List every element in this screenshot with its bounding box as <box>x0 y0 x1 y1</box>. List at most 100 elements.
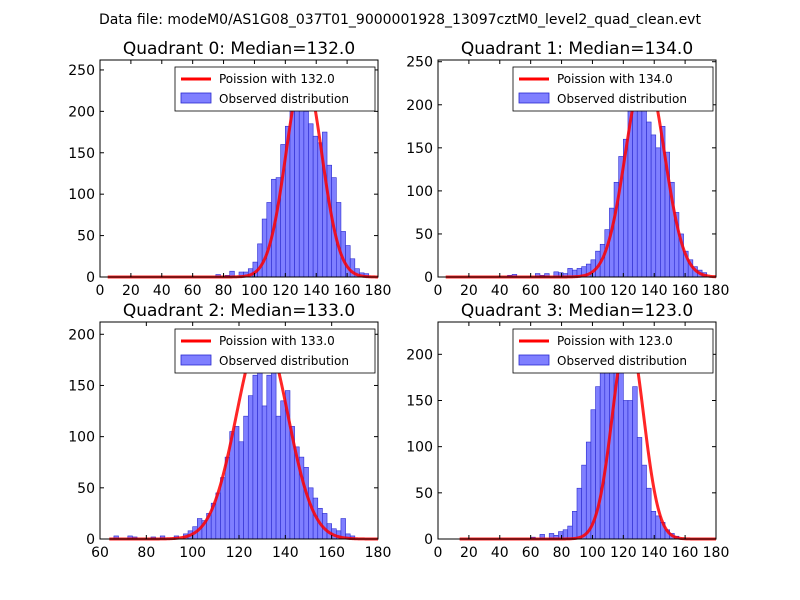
histogram-bar <box>294 90 300 278</box>
legend-bar-swatch <box>518 354 550 366</box>
histogram-bar <box>655 147 661 278</box>
x-tick-label: 180 <box>703 545 730 561</box>
y-tick-label: 150 <box>406 393 433 409</box>
x-tick-label: 0 <box>434 283 443 299</box>
x-tick-label: 20 <box>460 545 478 561</box>
legend-box <box>174 66 376 112</box>
histogram-bar <box>641 95 647 278</box>
histogram-bar <box>632 386 638 540</box>
y-tick-label: 200 <box>406 347 433 363</box>
x-tick-label: 60 <box>522 283 540 299</box>
legend-entry-poisson: Poission with 132.0 <box>219 72 335 86</box>
histogram-bar <box>238 441 244 540</box>
y-tick-label: 200 <box>406 98 433 114</box>
y-tick-label: 150 <box>406 141 433 157</box>
x-tick-label: 60 <box>91 545 109 561</box>
x-tick-label: 60 <box>184 283 202 299</box>
legend-entry-observed: Observed distribution <box>219 92 349 106</box>
x-tick-label: 120 <box>610 283 637 299</box>
legend-bar-swatch <box>180 92 212 104</box>
y-tick-label: 250 <box>68 63 95 79</box>
histogram-bar <box>326 164 332 278</box>
histogram-bar <box>345 245 351 278</box>
axes-frame <box>437 321 717 540</box>
histogram-bar <box>572 510 578 540</box>
histogram-bar <box>646 121 652 278</box>
legend: Poission with 132.0 Observed distribution <box>174 66 376 112</box>
x-tick-label: 160 <box>672 283 699 299</box>
x-tick-label: 160 <box>672 545 699 561</box>
legend-entry-poisson: Poission with 123.0 <box>557 334 673 348</box>
legend-entry-observed: Observed distribution <box>219 354 349 368</box>
x-tick-label: 80 <box>553 545 571 561</box>
y-tick-label: 250 <box>406 55 433 71</box>
panel-quadrant-1: 0 20 40 60 80 100 120 140 160 180050100150200250Q… <box>406 39 729 299</box>
x-tick-label: 100 <box>579 283 606 299</box>
x-tick-label: 160 <box>334 283 361 299</box>
legend-box <box>512 66 714 112</box>
panel-title: Quadrant 3: Median=123.0 <box>461 301 693 321</box>
y-tick-label: 200 <box>68 104 95 120</box>
legend: Poission with 133.0 Observed distribution <box>174 328 376 374</box>
histogram-bar <box>280 400 286 540</box>
y-tick-label: 50 <box>415 486 433 502</box>
x-tick-label: 120 <box>272 283 299 299</box>
x-tick-label: 140 <box>641 283 668 299</box>
panel-quadrant-2: 60 80 100 120 140 160 180 0 50 100 150 200 Quadrant … <box>68 301 391 561</box>
histogram-bar <box>650 134 657 278</box>
legend-entry-observed: Observed distribution <box>557 92 687 106</box>
panel-title: Quadrant 0: Median=132.0 <box>123 39 355 59</box>
figure-title: Data file: modeM0/AS1G08_037T01_90000019… <box>99 12 701 28</box>
y-tick-label: 150 <box>68 146 95 162</box>
histogram-bar <box>234 426 240 540</box>
legend-entry-poisson: Poission with 134.0 <box>557 72 673 86</box>
x-tick-label: 20 <box>122 283 140 299</box>
histogram-bar <box>275 415 282 540</box>
x-tick-label: 120 <box>226 545 253 561</box>
histogram-bar <box>636 437 643 540</box>
legend-bar-swatch <box>180 354 212 366</box>
x-tick-label: 20 <box>460 283 478 299</box>
x-tick-label: 60 <box>522 545 540 561</box>
histogram-bar <box>655 515 661 540</box>
histogram-bar <box>599 363 606 540</box>
histogram-bar <box>567 525 573 540</box>
y-tick-label: 50 <box>415 227 433 243</box>
axes-frame <box>99 59 379 278</box>
y-tick-label: 100 <box>68 430 95 446</box>
histogram-bar <box>257 344 263 540</box>
y-tick-label: 100 <box>406 184 433 200</box>
x-tick-label: 40 <box>153 283 171 299</box>
legend-entry-observed: Observed distribution <box>557 354 687 368</box>
y-tick-label: 0 <box>86 532 95 548</box>
histogram-bar <box>650 510 657 540</box>
x-tick-label: 180 <box>365 283 392 299</box>
histogram-bar <box>252 374 258 540</box>
panel-quadrant-0: 0 20 40 60 80 100 120 140 160 180050100150200250Q… <box>68 39 391 299</box>
histogram-bars <box>215 77 370 278</box>
y-tick-label: 50 <box>77 481 95 497</box>
histogram-bar <box>303 467 309 540</box>
legend-entry-poisson: Poission with 133.0 <box>219 334 335 348</box>
legend-bar-swatch <box>518 92 550 104</box>
x-tick-label: 100 <box>179 545 206 561</box>
legend: Poission with 123.0 Observed distribution <box>512 328 714 374</box>
histogram-bar <box>623 400 629 540</box>
x-tick-label: 180 <box>365 545 392 561</box>
y-tick-label: 0 <box>424 532 433 548</box>
histogram-bar <box>646 487 652 540</box>
histogram-bar <box>585 441 592 540</box>
y-tick-label: 0 <box>424 270 433 286</box>
histogram-bar <box>257 243 263 278</box>
axes-frame <box>437 59 717 278</box>
histogram-bar <box>641 464 647 540</box>
y-tick-label: 150 <box>68 378 95 394</box>
legend-box <box>512 328 714 374</box>
panel-title: Quadrant 1: Median=134.0 <box>461 39 693 59</box>
histogram-bar <box>261 405 268 540</box>
legend-box <box>174 328 376 374</box>
x-tick-label: 100 <box>241 283 268 299</box>
histogram-bar <box>247 395 254 540</box>
x-tick-label: 120 <box>610 545 637 561</box>
